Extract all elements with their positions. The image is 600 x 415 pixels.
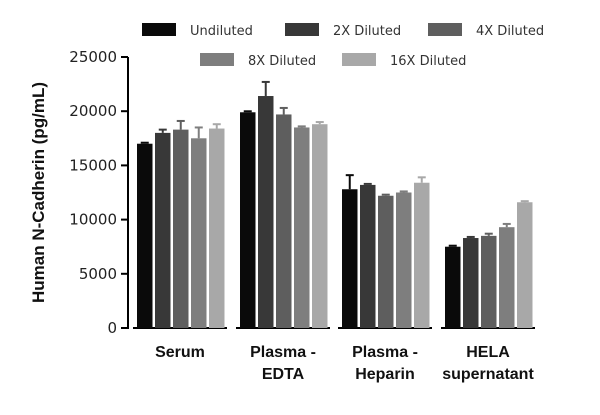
bar [258,96,274,328]
legend-swatch [142,23,176,36]
legend-swatch [428,23,462,36]
bar [209,128,225,328]
y-tick-label: 20000 [69,102,117,120]
bar [414,182,430,328]
x-category-label: supernatant [442,366,534,383]
legend-label: 8X Diluted [248,54,316,69]
bar [517,202,533,328]
bar [191,138,207,328]
y-tick-label: 10000 [69,211,117,229]
bar [378,195,394,328]
legend-swatch [285,23,319,36]
x-category-label: EDTA [262,366,305,383]
legend-label: 2X Diluted [333,24,401,39]
y-tick-label: 0 [107,319,117,337]
bar [499,227,515,328]
x-category-label: Heparin [355,366,415,383]
bar [276,114,292,329]
x-category-label: Plasma - [352,344,418,361]
bar [294,127,310,329]
bar [396,192,412,328]
bar [155,132,171,328]
legend-label: 4X Diluted [476,24,544,39]
y-tick-label: 5000 [79,265,117,283]
x-category-label: HELA [466,344,510,361]
x-category-label: Serum [155,344,205,361]
x-category-label: Plasma - [250,344,316,361]
y-axis-title: Human N-Cadherin (pg/mL) [29,82,48,303]
y-tick-label: 15000 [69,156,117,174]
bar [481,235,497,328]
bar [463,238,479,328]
legend-swatch [342,53,376,66]
legend-swatch [200,53,234,66]
bar [137,143,153,328]
y-tick-label: 25000 [69,48,117,66]
bar [360,184,376,328]
legend-label: 16X Diluted [390,54,466,69]
bar [173,129,189,328]
bar [312,124,328,328]
bar [342,189,358,328]
bar [240,112,256,328]
bar [445,246,461,328]
legend-label: Undiluted [190,24,253,39]
